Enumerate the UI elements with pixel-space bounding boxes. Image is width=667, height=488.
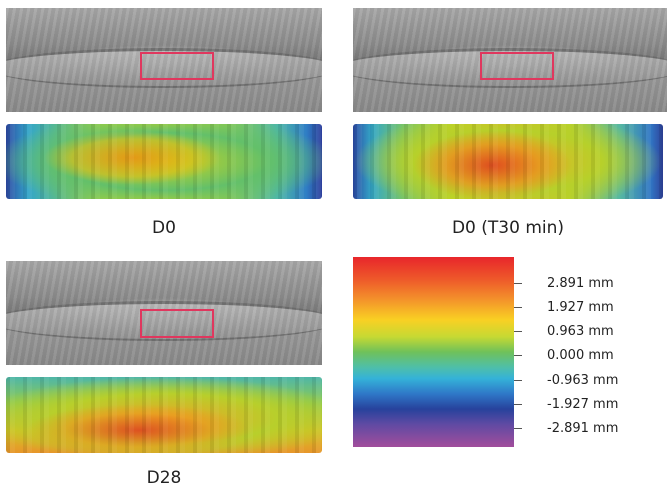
scan-image-d0 — [6, 8, 322, 112]
panel-label-t30: D0 (T30 min) — [451, 218, 565, 238]
panel-label-d0: D0 — [152, 218, 176, 238]
colorbar-tick: 1.927 mm — [514, 299, 614, 315]
colorbar-tick-label: 0.963 mm — [547, 323, 614, 339]
heatmap-d0 — [6, 124, 322, 199]
colorbar-tick: -1.927 mm — [514, 396, 618, 412]
colorbar-tick-label: -0.963 mm — [547, 372, 619, 388]
colorbar-tick: 2.891 mm — [514, 275, 614, 291]
colorbar-tick-label: -1.927 mm — [547, 396, 619, 412]
colorbar-tick: -0.963 mm — [514, 372, 618, 388]
colorbar — [353, 257, 514, 447]
scan-image-t30 — [353, 8, 667, 112]
colorbar-tick-label: 2.891 mm — [547, 275, 614, 291]
heatmap-t30 — [353, 124, 663, 199]
colorbar-tick: 0.963 mm — [514, 323, 614, 339]
roi-box-d0 — [140, 52, 214, 80]
panel-label-d28: D28 — [146, 468, 182, 488]
roi-box-d28 — [140, 309, 214, 338]
colorbar-tick-label: -2.891 mm — [547, 420, 619, 436]
colorbar-tick-label: 0.000 mm — [547, 347, 614, 363]
colorbar-ticks: 2.891 mm 1.927 mm 0.963 mm 0.000 mm -0.9… — [514, 257, 634, 447]
scan-image-d28 — [6, 261, 322, 365]
roi-box-t30 — [480, 52, 554, 80]
colorbar-tick: -2.891 mm — [514, 420, 618, 436]
colorbar-tick-label: 1.927 mm — [547, 299, 614, 315]
colorbar-tick: 0.000 mm — [514, 347, 614, 363]
heatmap-d28 — [6, 377, 322, 453]
